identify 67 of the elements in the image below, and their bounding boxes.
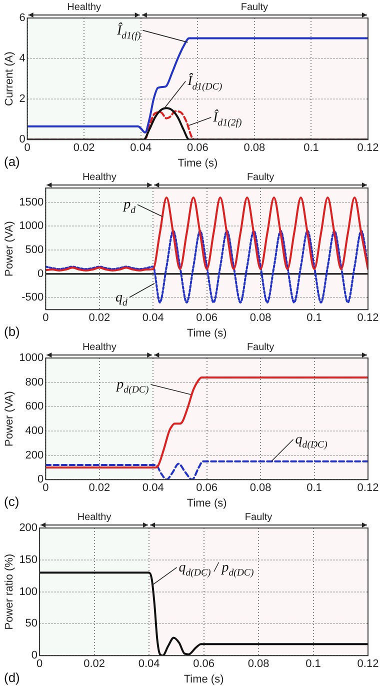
y-tick-label: 0	[38, 268, 44, 280]
x-tick-label: 0.08	[248, 658, 270, 670]
y-axis-title: Power (VA)	[4, 391, 16, 447]
x-axis-title: Time (s)	[186, 327, 227, 340]
band-label: Faulty	[240, 2, 268, 13]
x-tick-label: 0.12	[357, 312, 379, 324]
y-tick-label: 500	[25, 244, 44, 256]
y-tick-label: 0	[31, 650, 38, 662]
x-tick-label: 0.08	[250, 312, 272, 324]
line-series	[46, 230, 368, 304]
y-tick-label: -500	[22, 292, 44, 304]
x-tick-label: 0.06	[186, 142, 208, 154]
y-tick-label: 1000	[19, 352, 44, 364]
y-tick-label: 2	[19, 93, 26, 106]
x-tick-label: 0.02	[88, 312, 110, 324]
x-tick-label: 0.02	[84, 658, 106, 670]
band-label: Faulty	[246, 172, 274, 183]
y-tick-label: 400	[25, 424, 44, 437]
y-axis-title: Power (VA)	[4, 221, 16, 277]
y-tick-label: 50	[25, 618, 38, 630]
x-tick-label: 0.04	[130, 142, 152, 154]
line-series	[46, 376, 368, 468]
x-tick-label: 0.1	[306, 482, 322, 494]
band-label: Healthy	[82, 172, 116, 183]
x-tick-label: 0.1	[304, 142, 319, 154]
y-tick-label: 200	[19, 522, 38, 534]
band-label: Healthy	[82, 342, 116, 353]
y-tick-label: 100	[19, 586, 38, 598]
x-tick-label: 0.08	[250, 482, 272, 494]
x-tick-label: 0.06	[196, 312, 218, 324]
x-tick-label: 0.02	[73, 142, 95, 154]
x-tick-label: 0.06	[196, 482, 218, 494]
y-tick-label: 6	[19, 12, 26, 24]
text: (a)	[4, 154, 20, 169]
text: (b)	[4, 324, 20, 339]
band-label: Healthy	[67, 2, 102, 13]
band-label: Faulty	[244, 512, 272, 523]
y-tick-label: 200	[25, 449, 44, 462]
y-tick-label: 1500	[19, 196, 44, 208]
x-axis-title: Time (s)	[186, 497, 227, 510]
band-label: Healthy	[77, 512, 112, 523]
x-tick-label: 0.12	[357, 142, 379, 154]
y-tick-label: 1000	[19, 220, 44, 232]
x-tick-label: 0.02	[88, 482, 110, 494]
x-tick-label: 0.1	[306, 658, 321, 670]
y-axis-title: Power ratio (%)	[4, 554, 16, 630]
x-tick-label: 0.12	[357, 658, 379, 670]
line-series	[46, 196, 368, 272]
x-axis-title: Time (s)	[178, 157, 218, 170]
text: (c)	[4, 494, 20, 509]
y-tick-label: 0	[19, 134, 26, 146]
y-tick-label: 0	[38, 474, 44, 486]
x-tick-label: 0.1	[306, 312, 322, 324]
text: (d)	[4, 670, 20, 685]
x-axis-title: Time (s)	[184, 673, 224, 686]
x-tick-label: 0.04	[142, 482, 164, 494]
x-tick-label: 0.04	[138, 658, 160, 670]
x-tick-label: 0.12	[357, 482, 379, 494]
x-tick-label: 0.04	[142, 312, 164, 324]
x-tick-label: 0.08	[244, 142, 266, 154]
x-tick-label: 0.06	[193, 658, 214, 670]
y-axis-title: Current (A)	[4, 52, 16, 106]
y-tick-label: 150	[19, 554, 38, 566]
y-tick-label: 4	[19, 52, 26, 65]
y-tick-label: 800	[25, 376, 44, 388]
y-tick-label: 600	[25, 400, 44, 413]
band-label: Faulty	[246, 342, 274, 353]
